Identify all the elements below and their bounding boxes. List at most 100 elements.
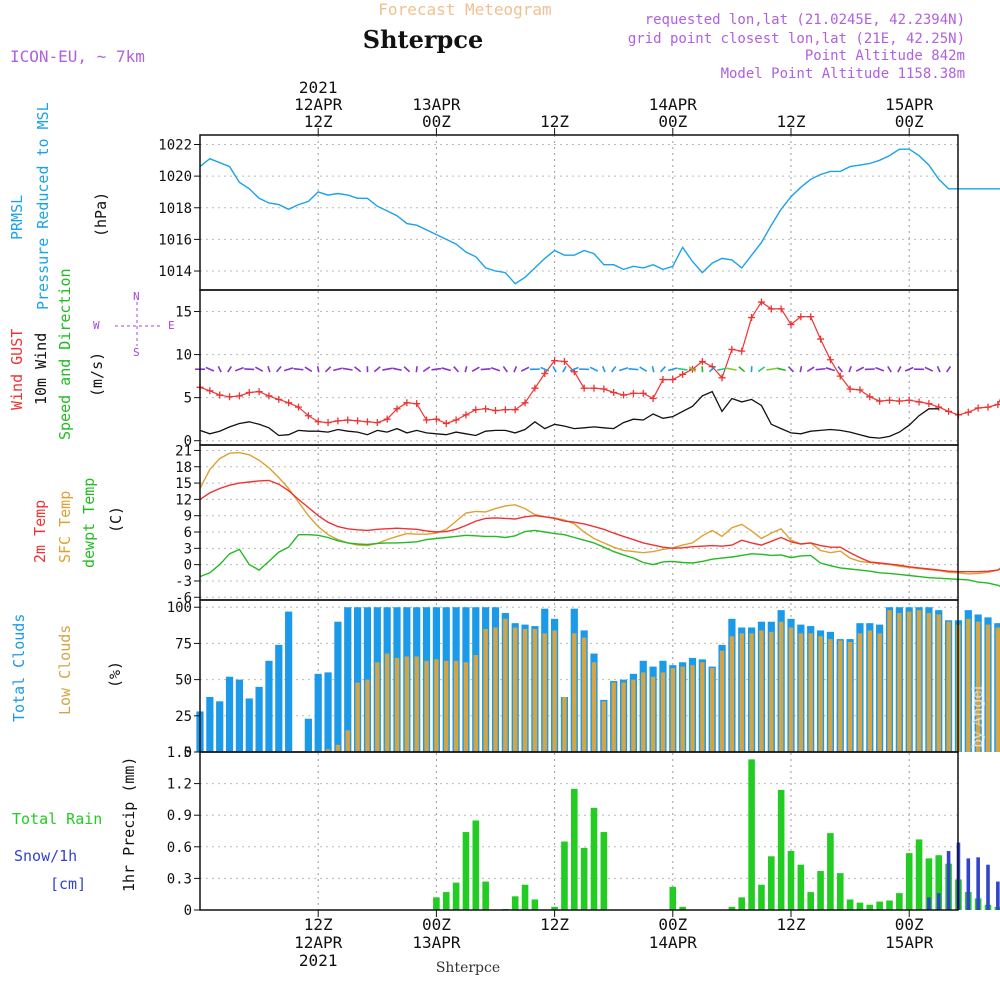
gust-marker (432, 415, 440, 423)
y-tick-label: 5 (184, 391, 192, 407)
wind-direction-arrow (668, 367, 678, 372)
low-cloud-bar (769, 631, 774, 752)
low-cloud-bar (985, 624, 991, 752)
low-cloud-bar (847, 641, 853, 752)
wind-direction-arrow (431, 367, 442, 371)
low-cloud-bar (926, 613, 932, 752)
gust-marker (492, 407, 499, 415)
low-cloud-bar (641, 672, 646, 752)
total-cloud-bar (334, 621, 342, 752)
gust-marker (807, 313, 815, 321)
y-tick-label: 75 (175, 636, 192, 652)
wind-direction-arrow (717, 367, 727, 371)
gust-marker (275, 395, 283, 403)
gust-marker (905, 396, 913, 404)
x-label-hour: 12Z (540, 112, 569, 131)
wind-direction-arrow (815, 367, 826, 371)
x-label-hour: 12Z (540, 915, 569, 934)
wind-direction-arrow (502, 365, 508, 373)
location-title: Shterpce (363, 25, 483, 54)
wind-direction-arrow (333, 367, 343, 372)
wind-direction-arrow (205, 366, 215, 372)
y-tick-label: 0 (184, 434, 192, 450)
y-tick-label: 15 (175, 476, 192, 492)
gust-marker (580, 384, 588, 392)
y-tick-label: -3 (175, 574, 192, 590)
gust-marker (501, 406, 509, 414)
wind-direction-arrow (552, 365, 557, 373)
rain-bar (452, 882, 460, 910)
wind-direction-arrow (373, 366, 381, 373)
rain-bar (768, 856, 775, 910)
low-cloud-bar (522, 628, 528, 752)
compass-icon: N S W E (93, 290, 175, 359)
low-cloud-bar (424, 660, 429, 752)
gust-marker (334, 417, 342, 425)
low-cloud-bar (365, 679, 370, 752)
y-tick-label: 0 (184, 903, 192, 919)
low-cloud-bar (788, 627, 794, 752)
wind-direction-arrow (757, 366, 766, 373)
low-cloud-bar (946, 621, 951, 752)
low-cloud-bar (325, 749, 331, 752)
precip-unit: 1hr Precip (mm) (120, 757, 138, 892)
x-label-date: 15APR (885, 933, 934, 952)
panel-frame-cloud (199, 599, 959, 753)
precip-label-3: [cm] (50, 875, 86, 893)
gust-marker (206, 387, 214, 395)
panel-frame-precip (199, 751, 959, 911)
low-cloud-bar (631, 679, 636, 752)
y-tick-label: 25 (175, 709, 192, 725)
wind-direction-arrow (275, 366, 282, 373)
gust-marker (669, 376, 677, 384)
low-cloud-bar (838, 640, 843, 752)
wind-direction-arrow (490, 366, 501, 372)
y-tick-label: 0.6 (167, 840, 192, 856)
low-cloud-bar (552, 630, 557, 752)
y-tick-label: 18 (175, 460, 192, 476)
gust-marker (817, 335, 825, 343)
rain-bar (886, 900, 893, 910)
x-label-date: 14APR (649, 95, 698, 114)
rain-bar (748, 759, 755, 910)
gust-marker (826, 356, 834, 364)
x-label-hour: 12Z (304, 112, 333, 131)
wind-direction-arrow (480, 368, 491, 371)
gust-marker (452, 416, 460, 424)
wind-label-1: Wind GUST (8, 329, 26, 410)
x-label-hour: 12Z (777, 915, 806, 934)
precip-label-2: Snow/1h (14, 847, 77, 865)
y-tick-label: 21 (175, 443, 192, 459)
low-cloud-bar (473, 655, 478, 752)
wind-direction-arrow (799, 366, 803, 373)
low-cloud-bar (719, 650, 725, 752)
cloud-label-2: Low Clouds (56, 625, 74, 715)
gust-marker (915, 398, 923, 406)
x-label-date: 15APR (885, 95, 934, 114)
wind-direction-arrow (738, 366, 746, 373)
total-cloud-bar (324, 672, 332, 752)
rain-bar (531, 899, 539, 910)
rain-bar (807, 892, 814, 910)
frame-layer (194, 128, 959, 917)
temp-2m-line (199, 479, 1000, 573)
wind-direction-arrow (304, 366, 313, 373)
dewpoint-line (199, 529, 1000, 587)
gust-marker (679, 370, 687, 378)
pressure-side-labels: PRMSL Pressure Reduced to MSL (hPa) (8, 102, 110, 310)
low-cloud-bar (916, 610, 922, 752)
total-cloud-bar (245, 698, 253, 752)
svg-text:E: E (168, 319, 175, 332)
low-cloud-bar (759, 630, 764, 752)
gust-marker (639, 389, 647, 397)
temp-label-2: SFC Temp (56, 491, 74, 563)
wind-direction-arrow (562, 365, 567, 373)
wind-direction-arrow (589, 366, 599, 372)
rain-bar (728, 906, 736, 910)
low-cloud-bar (710, 668, 715, 752)
rain-bar (669, 886, 677, 910)
low-cloud-bar (335, 744, 341, 752)
low-cloud-bar (463, 662, 469, 752)
low-cloud-bar (897, 613, 902, 752)
total-cloud-bar (235, 679, 243, 752)
